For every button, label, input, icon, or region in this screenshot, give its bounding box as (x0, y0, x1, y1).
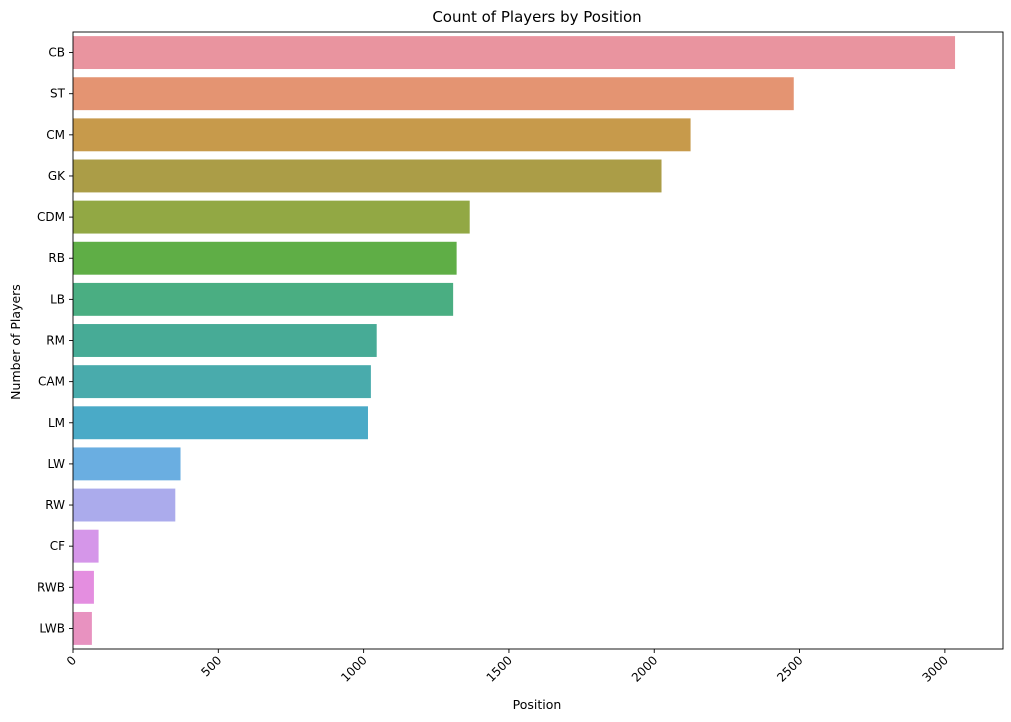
bar-rwb (73, 570, 94, 604)
bar-lwb (73, 611, 92, 645)
y-tick-label: CB (48, 46, 65, 60)
y-tick-label: LWB (39, 621, 65, 635)
y-tick-label: LM (48, 416, 65, 430)
y-tick-label: RM (46, 334, 65, 348)
y-axis-label: Number of Players (8, 284, 23, 400)
bar-cb (73, 36, 956, 70)
y-tick-label: ST (50, 87, 66, 101)
y-tick-label: RWB (37, 580, 65, 594)
bar-cf (73, 529, 99, 563)
y-axis-ticks: CB ST CM GK CDM RB LB RM CAM LM LW RW CF RWB LWB (37, 46, 73, 635)
chart-title: Count of Players by Position (432, 8, 641, 26)
bar-rm (73, 324, 377, 357)
bar-lw (73, 447, 181, 481)
y-tick-label: CAM (38, 375, 65, 389)
y-tick-label: CF (50, 539, 65, 553)
x-tick-label: 0 (64, 653, 79, 668)
bar-cm (73, 118, 691, 152)
bar-st (73, 77, 794, 111)
bar-rw (73, 488, 176, 522)
y-tick-label: RW (45, 498, 65, 512)
bar-lm (73, 406, 368, 440)
y-tick-label: LW (48, 457, 66, 471)
bar-rb (73, 241, 457, 275)
x-tick-label: 2500 (774, 653, 805, 684)
x-tick-label: 1500 (484, 653, 515, 684)
y-tick-label: RB (48, 251, 65, 265)
y-tick-label: CM (46, 128, 65, 142)
x-tick-label: 500 (198, 653, 224, 679)
x-tick-label: 1000 (338, 653, 369, 684)
bar-cdm (73, 200, 470, 234)
y-tick-label: LB (50, 292, 65, 306)
x-axis-ticks: 0 500 1000 1500 2000 2500 3000 (64, 649, 951, 685)
bar-lb (73, 282, 454, 316)
x-tick-label: 3000 (919, 653, 950, 684)
bar-cam (73, 365, 371, 399)
y-tick-label: CDM (37, 210, 65, 224)
bars-group (73, 36, 956, 645)
x-axis-label: Position (513, 697, 562, 712)
x-tick-label: 2000 (629, 653, 660, 684)
y-tick-label: GK (48, 169, 66, 183)
bar-gk (73, 159, 662, 193)
